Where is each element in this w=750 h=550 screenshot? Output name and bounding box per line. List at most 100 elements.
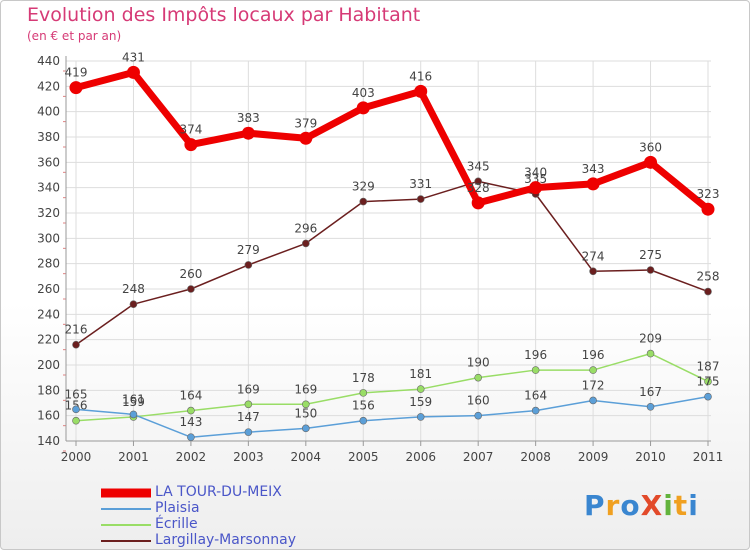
data-point [646,349,655,358]
data-label: 416 [409,69,432,83]
data-point [241,126,255,140]
y-tick-label: 260 [37,282,60,296]
x-tick-label: 2005 [348,450,379,464]
data-point [72,340,80,349]
chart-title: Evolution des Impôts locaux par Habitant [27,4,421,26]
data-label: 190 [467,356,490,370]
data-label: 156 [352,399,375,413]
data-point [69,81,83,95]
data-point [302,424,310,433]
data-point [129,300,138,309]
data-point [72,405,80,414]
series-line-3 [75,180,709,346]
data-point [187,433,195,442]
data-point [414,84,428,98]
data-label: 374 [179,123,202,137]
data-point [704,392,712,401]
data-point [359,197,368,206]
legend-label-3: Largillay-Marsonnay [155,532,296,548]
data-point [416,195,425,203]
data-label: 379 [294,116,317,130]
data-point [126,65,140,79]
data-label: 187 [697,359,720,373]
data-label: 169 [294,382,317,396]
data-point [244,400,253,409]
data-label: 340 [524,166,547,180]
data-label: 296 [294,221,317,235]
data-point [129,410,138,419]
data-label: 196 [582,348,605,362]
y-tick-label: 360 [37,155,60,169]
y-tick-label: 220 [37,333,60,347]
data-point [704,287,712,296]
data-label: 161 [122,392,145,406]
data-point [529,181,543,195]
data-point [474,373,482,382]
legend-label-2: Écrille [155,516,198,532]
data-label: 175 [697,375,720,389]
data-label: 209 [639,332,662,346]
data-label: 248 [122,282,145,296]
data-point [474,411,482,420]
x-tick-label: 2006 [405,450,436,464]
y-tick-label: 240 [37,307,60,321]
y-tick-label: 320 [37,206,60,220]
x-tick-label: 2010 [635,450,666,464]
data-label: 274 [582,249,605,263]
data-point [704,377,712,386]
data-label: 165 [65,387,88,401]
data-label: 343 [582,162,605,176]
data-label: 178 [352,371,375,385]
y-tick-label: 180 [37,383,60,397]
data-point [474,177,482,186]
data-label: 164 [524,389,547,403]
y-tick-label: 160 [37,409,60,423]
data-label: 159 [122,395,145,409]
data-label: 275 [639,248,662,262]
x-tick-label: 2009 [578,450,609,464]
data-label: 279 [237,243,260,257]
y-tick-label: 280 [37,257,60,271]
data-point [302,239,310,248]
data-label: 383 [237,111,260,125]
data-label: 335 [524,172,547,186]
data-label: 403 [352,86,375,100]
data-label: 360 [639,140,662,154]
data-point [589,267,597,276]
x-tick-label: 2001 [118,450,149,464]
data-point [359,389,368,397]
data-point [184,138,198,152]
series-line-1 [75,395,709,438]
x-tick-label: 2002 [176,450,207,464]
data-label: 216 [65,323,88,337]
chart-subtitle: (en € et par an) [27,29,122,43]
data-point [589,366,597,374]
data-point [531,366,540,374]
x-tick-label: 2007 [463,450,494,464]
y-tick-label: 340 [37,181,60,195]
data-point [187,285,195,293]
y-tick-label: 400 [37,105,60,119]
data-label: 419 [65,66,88,80]
data-label: 323 [697,187,720,201]
data-point [356,101,370,115]
data-point [589,396,597,405]
x-tick-label: 2011 [693,450,724,464]
data-label: 167 [639,385,662,399]
y-tick-label: 420 [37,79,60,93]
data-label: 345 [467,159,490,173]
data-point [244,261,253,269]
data-label: 331 [409,177,432,191]
data-label: 181 [409,367,432,381]
data-label: 431 [122,50,145,64]
x-tick-label: 2004 [291,450,322,464]
data-label: 328 [467,181,490,195]
data-point [302,400,310,409]
data-point [644,155,658,169]
data-label: 164 [179,389,202,403]
legend-label-0: LA TOUR-DU-MEIX [155,484,282,500]
x-tick-label: 2000 [61,450,92,464]
data-point [72,416,80,425]
y-tick-label: 300 [37,231,60,245]
